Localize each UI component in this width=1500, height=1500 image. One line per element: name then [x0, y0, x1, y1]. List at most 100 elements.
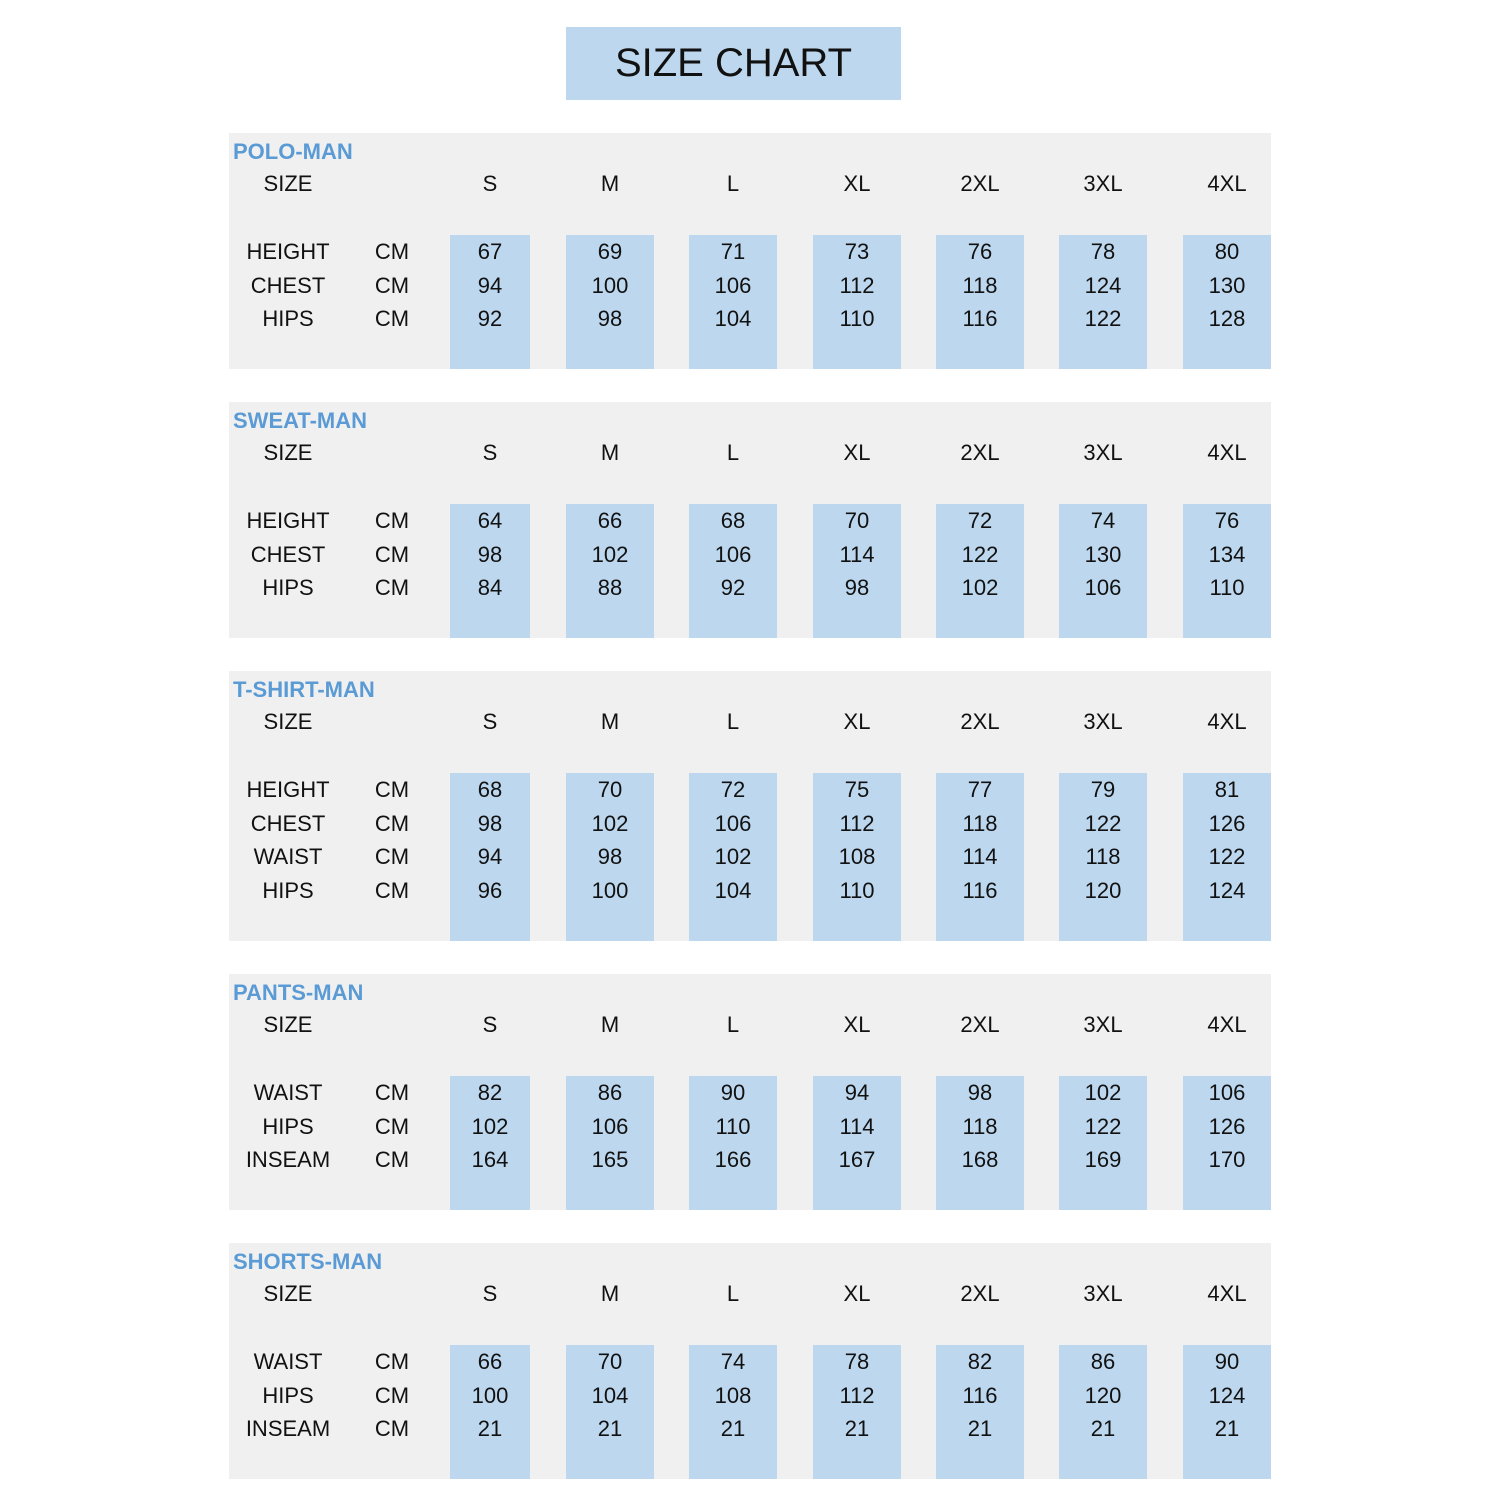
measurement-value: 88 [597, 575, 623, 601]
measurement-value: 100 [471, 1382, 509, 1408]
size-column-highlight [1183, 235, 1271, 370]
size-column-highlight [689, 235, 777, 370]
measurement-value: 106 [714, 541, 752, 567]
measurement-label: CHEST [250, 272, 326, 298]
measurement-label: HIPS [262, 575, 314, 601]
size-column-highlight [566, 1076, 654, 1211]
measurement-label: INSEAM [245, 1147, 331, 1173]
size-column-highlight [566, 504, 654, 639]
measurement-value: 92 [477, 306, 503, 332]
measurement-value: 82 [967, 1349, 993, 1374]
size-section-t-shirt-man: T-SHIRT-MAN SIZE S M L XL 2XL 3XL 4XL HEIGHT CM 68 7… [229, 671, 1271, 941]
measurement-value: 67 [477, 239, 503, 264]
size-column-highlight [813, 504, 901, 639]
measurement-value: 104 [714, 306, 752, 332]
size-header: L [726, 709, 740, 734]
size-header: 4XL [1207, 709, 1247, 734]
measurement-label: HIPS [262, 306, 314, 332]
measurement-value: 166 [714, 1147, 752, 1173]
unit-label: CM [374, 878, 410, 904]
unit-label: CM [374, 1080, 410, 1105]
size-section-pants-man: PANTS-MAN SIZE S M L XL 2XL 3XL 4XL WAIST CM 82 86 90… [229, 974, 1271, 1211]
size-column-highlight [1183, 1076, 1271, 1211]
measurement-label: CHEST [250, 541, 326, 567]
size-column-highlight [813, 235, 901, 370]
size-header: M [600, 1281, 620, 1306]
measurement-value: 98 [477, 810, 503, 836]
measurement-value: 164 [471, 1147, 509, 1173]
unit-label: CM [374, 844, 410, 870]
size-header: S [482, 709, 498, 734]
unit-label: CM [374, 1113, 410, 1139]
section-title: T-SHIRT-MAN [233, 677, 375, 702]
size-header: S [482, 440, 498, 465]
measurement-value: 106 [1208, 1080, 1246, 1105]
size-column-highlight [1059, 235, 1147, 370]
measurement-value: 106 [1084, 575, 1122, 601]
measurement-value: 165 [591, 1147, 629, 1173]
measurement-value: 70 [597, 777, 623, 802]
section-title: SWEAT-MAN [233, 408, 368, 433]
measurement-label: CHEST [250, 810, 326, 836]
measurement-value: 122 [961, 541, 999, 567]
measurement-value: 128 [1208, 306, 1246, 332]
measurement-value: 71 [720, 239, 746, 264]
size-column-highlight [1183, 504, 1271, 639]
size-column-highlight [1059, 504, 1147, 639]
size-header: M [600, 440, 620, 465]
size-header: 2XL [960, 440, 1000, 465]
size-column-highlight [1059, 1076, 1147, 1211]
unit-label: CM [374, 777, 410, 802]
measurement-value: 21 [1214, 1416, 1240, 1442]
measurement-value: 112 [839, 1382, 875, 1408]
measurement-value: 82 [477, 1080, 503, 1105]
size-header: L [726, 171, 740, 196]
measurement-value: 120 [1084, 878, 1122, 904]
measurement-value: 73 [844, 239, 870, 264]
measurement-value: 110 [1209, 575, 1245, 601]
measurement-value: 102 [591, 810, 629, 836]
size-column-highlight [689, 1076, 777, 1211]
measurement-value: 102 [961, 575, 999, 601]
measurement-value: 116 [962, 878, 998, 904]
size-column-highlight [566, 235, 654, 370]
size-column-highlight [450, 1345, 530, 1480]
measurement-value: 114 [962, 844, 998, 870]
size-header-label: SIZE [263, 709, 313, 734]
measurement-value: 68 [720, 508, 746, 533]
size-header: 2XL [960, 709, 1000, 734]
page-title: SIZE CHART [566, 27, 901, 100]
size-column-highlight [813, 773, 901, 941]
measurement-value: 74 [720, 1349, 746, 1374]
measurement-value: 114 [839, 1113, 875, 1139]
measurement-value: 94 [844, 1080, 870, 1105]
measurement-label: HIPS [262, 1382, 314, 1408]
size-column-highlight [689, 773, 777, 941]
measurement-value: 94 [477, 844, 503, 870]
measurement-value: 98 [597, 844, 623, 870]
size-column-highlight [936, 504, 1024, 639]
size-header: M [600, 1012, 620, 1037]
size-column-highlight [1183, 773, 1271, 941]
measurement-value: 68 [477, 777, 503, 802]
size-column-highlight [1059, 773, 1147, 941]
size-column-highlight [450, 773, 530, 941]
measurement-label: WAIST [253, 844, 323, 870]
size-header-label: SIZE [263, 1012, 313, 1037]
measurement-value: 81 [1214, 777, 1240, 802]
size-header-label: SIZE [263, 440, 313, 465]
unit-label: CM [374, 239, 410, 264]
measurement-value: 79 [1090, 777, 1116, 802]
measurement-value: 90 [720, 1080, 746, 1105]
measurement-value: 75 [844, 777, 870, 802]
size-column-highlight [689, 1345, 777, 1480]
measurement-value: 90 [1214, 1349, 1240, 1374]
measurement-value: 110 [839, 878, 875, 904]
unit-label: CM [374, 508, 410, 533]
unit-label: CM [374, 1349, 410, 1374]
measurement-value: 78 [1090, 239, 1116, 264]
size-column-highlight [936, 773, 1024, 941]
measurement-value: 96 [477, 878, 503, 904]
size-header: 4XL [1207, 440, 1247, 465]
unit-label: CM [374, 1382, 410, 1408]
